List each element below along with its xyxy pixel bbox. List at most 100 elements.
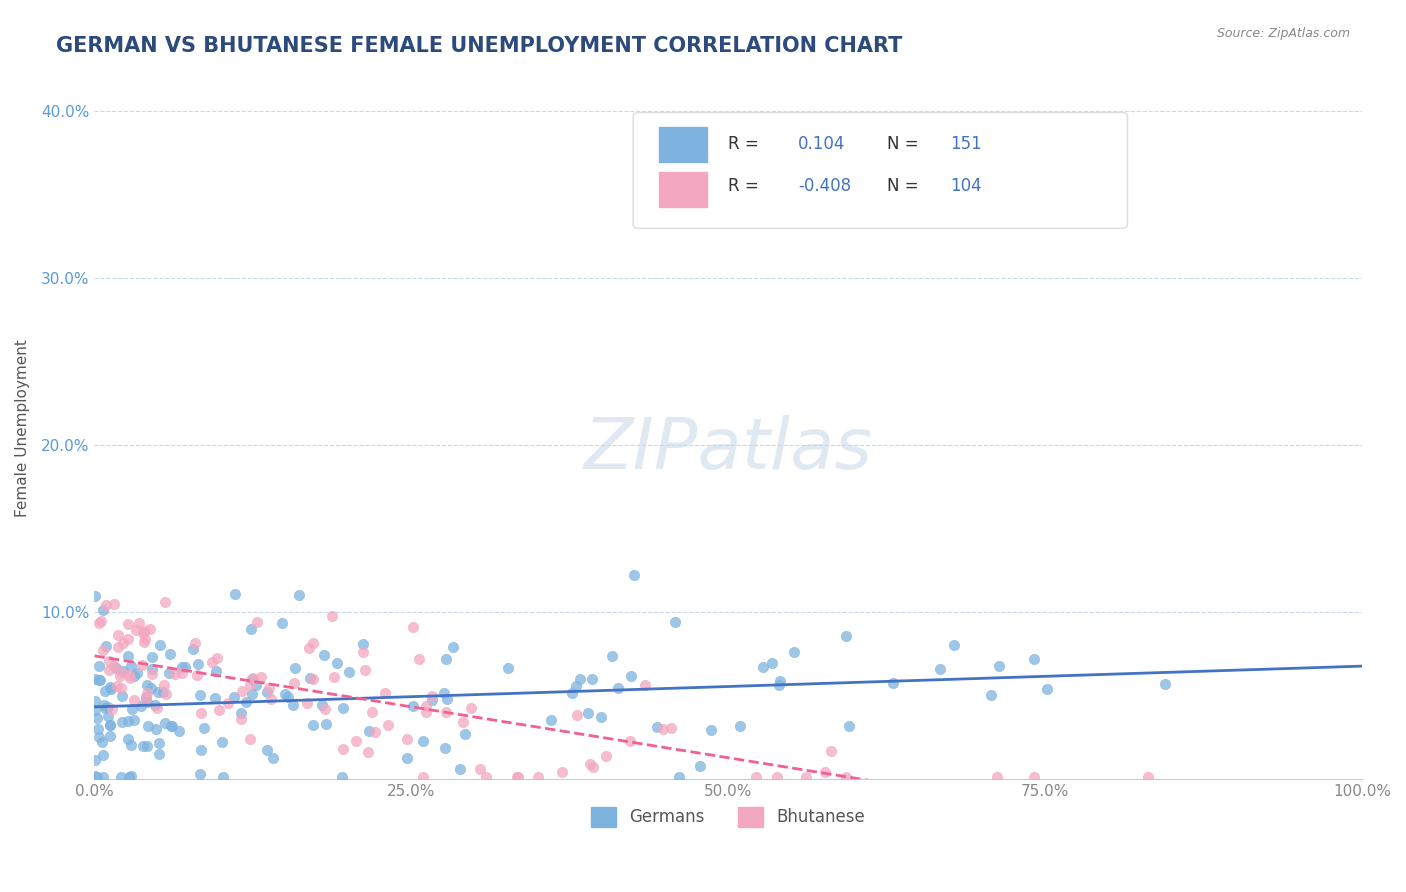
- Point: [122, 668, 145, 682]
- Point: [117, 731, 139, 746]
- Point: [395, 732, 418, 747]
- Point: [97, 699, 120, 714]
- Point: [301, 636, 323, 650]
- Point: [283, 675, 305, 690]
- Point: [110, 770, 132, 784]
- Point: [124, 623, 146, 637]
- Point: [141, 681, 163, 695]
- Point: [256, 743, 278, 757]
- Point: [664, 615, 686, 630]
- Point: [132, 626, 155, 640]
- Point: [122, 693, 145, 707]
- Point: [434, 741, 457, 756]
- Point: [645, 721, 668, 735]
- Point: [224, 587, 246, 601]
- Point: [83, 672, 105, 686]
- Point: [100, 681, 122, 696]
- Point: [460, 700, 482, 714]
- Point: [659, 721, 682, 735]
- Point: [98, 654, 121, 668]
- Point: [274, 687, 297, 701]
- Point: [93, 698, 115, 712]
- Point: [184, 635, 207, 649]
- Point: [412, 734, 434, 748]
- Point: [157, 666, 180, 681]
- Point: [451, 715, 474, 730]
- Point: [239, 678, 262, 692]
- Point: [235, 695, 257, 709]
- Point: [110, 669, 132, 683]
- Point: [1022, 652, 1045, 666]
- Point: [212, 770, 235, 784]
- Point: [117, 648, 139, 663]
- Point: [564, 679, 586, 693]
- Point: [188, 767, 211, 781]
- Point: [83, 694, 105, 708]
- Point: [208, 703, 231, 717]
- Point: [111, 714, 134, 729]
- Point: [314, 648, 336, 662]
- Point: [93, 701, 115, 715]
- Point: [204, 691, 226, 706]
- Point: [434, 706, 457, 720]
- Point: [98, 717, 121, 731]
- Point: [205, 664, 228, 678]
- Point: [281, 698, 304, 712]
- Point: [257, 681, 280, 695]
- Point: [567, 707, 589, 722]
- Point: [132, 635, 155, 649]
- Point: [83, 769, 105, 783]
- Point: [101, 701, 124, 715]
- Point: [449, 762, 471, 776]
- Y-axis label: Female Unemployment: Female Unemployment: [15, 339, 30, 517]
- Point: [581, 672, 603, 686]
- Point: [766, 770, 789, 784]
- Point: [118, 770, 141, 784]
- Point: [91, 735, 114, 749]
- Point: [820, 744, 842, 758]
- Point: [83, 703, 105, 717]
- Text: R =: R =: [728, 135, 759, 153]
- Text: GERMAN VS BHUTANESE FEMALE UNEMPLOYMENT CORRELATION CHART: GERMAN VS BHUTANESE FEMALE UNEMPLOYMENT …: [56, 36, 903, 55]
- Point: [129, 698, 152, 713]
- Point: [118, 667, 141, 681]
- Point: [103, 659, 125, 673]
- Point: [134, 632, 156, 646]
- Point: [205, 651, 228, 665]
- Point: [402, 698, 425, 713]
- Point: [107, 640, 129, 654]
- Text: 104: 104: [950, 178, 981, 195]
- Point: [311, 698, 333, 713]
- Point: [623, 568, 645, 582]
- Point: [361, 705, 384, 719]
- Point: [353, 664, 375, 678]
- Point: [131, 657, 153, 672]
- Point: [231, 706, 253, 720]
- Point: [135, 692, 157, 706]
- Point: [576, 706, 599, 721]
- Point: [506, 770, 529, 784]
- Point: [287, 588, 309, 602]
- Point: [155, 715, 177, 730]
- Point: [120, 659, 142, 673]
- Point: [794, 770, 817, 784]
- Point: [620, 669, 643, 683]
- Point: [943, 638, 966, 652]
- Point: [103, 597, 125, 611]
- Point: [146, 700, 169, 714]
- Point: [551, 765, 574, 780]
- Point: [284, 661, 307, 675]
- Point: [814, 765, 837, 780]
- Text: Source: ZipAtlas.com: Source: ZipAtlas.com: [1216, 27, 1350, 40]
- Point: [436, 692, 458, 706]
- Point: [181, 641, 204, 656]
- Point: [135, 686, 157, 700]
- Point: [155, 687, 177, 701]
- Text: N =: N =: [887, 178, 918, 195]
- Point: [170, 660, 193, 674]
- Point: [325, 657, 347, 671]
- Point: [211, 735, 233, 749]
- Point: [141, 662, 163, 676]
- Point: [402, 620, 425, 634]
- Point: [433, 686, 456, 700]
